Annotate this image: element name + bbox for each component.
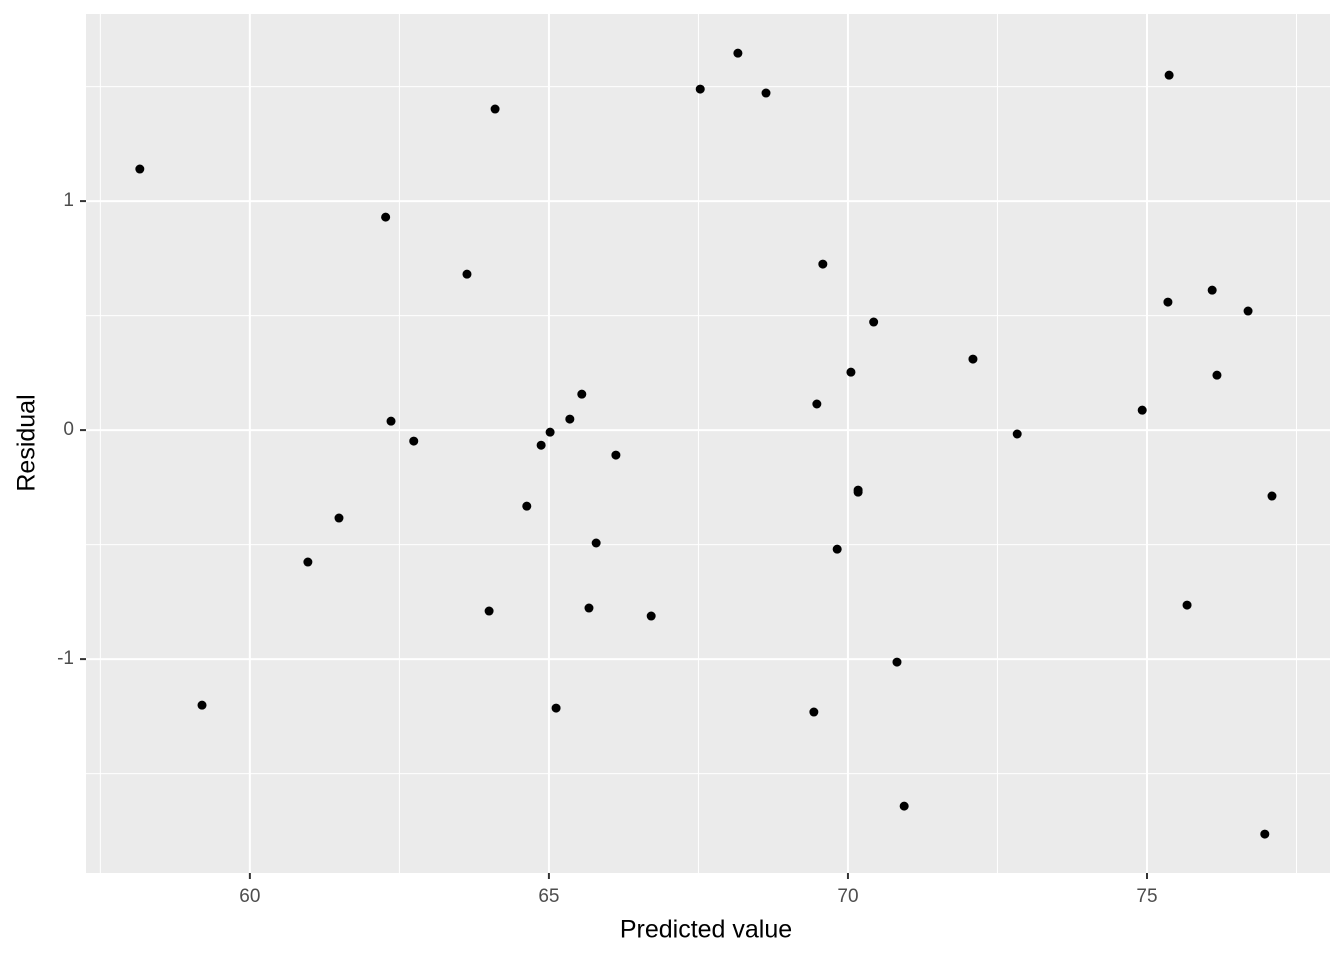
x-tick-label: 75 xyxy=(1136,886,1157,907)
point xyxy=(812,399,822,409)
point xyxy=(846,367,856,377)
point xyxy=(646,611,656,621)
point xyxy=(303,557,313,567)
point xyxy=(545,427,555,437)
point xyxy=(1212,370,1222,380)
point xyxy=(899,801,909,811)
point xyxy=(611,450,621,460)
point xyxy=(892,657,902,667)
point xyxy=(577,389,587,399)
x-tick-label: 70 xyxy=(837,886,858,907)
point xyxy=(853,487,863,497)
y-tick-label: -1 xyxy=(57,648,74,669)
x-tick-label: 65 xyxy=(538,886,559,907)
y-tick-label: 1 xyxy=(63,190,74,211)
point xyxy=(484,606,494,616)
point xyxy=(695,84,705,94)
point xyxy=(584,603,594,613)
x-tick-label: 60 xyxy=(239,886,260,907)
point xyxy=(733,48,743,58)
point xyxy=(968,354,978,364)
point xyxy=(409,436,419,446)
x-axis-title: Predicted value xyxy=(620,916,792,944)
point xyxy=(869,317,879,327)
point xyxy=(818,259,828,269)
point xyxy=(1163,297,1173,307)
point xyxy=(591,538,601,548)
point xyxy=(1207,285,1217,295)
point xyxy=(1260,829,1270,839)
point xyxy=(1243,306,1253,316)
point xyxy=(1137,405,1147,415)
point xyxy=(565,414,575,424)
point xyxy=(490,104,500,114)
point xyxy=(1182,600,1192,610)
point xyxy=(1267,491,1277,501)
point xyxy=(386,416,396,426)
point xyxy=(522,501,532,511)
point xyxy=(832,544,842,554)
point xyxy=(462,269,472,279)
point xyxy=(761,88,771,98)
point xyxy=(809,707,819,717)
panel xyxy=(86,14,1330,873)
point xyxy=(1012,429,1022,439)
point xyxy=(381,212,391,222)
point xyxy=(334,513,344,523)
point xyxy=(551,703,561,713)
point xyxy=(197,700,207,710)
point xyxy=(135,164,145,174)
point xyxy=(1164,70,1174,80)
point xyxy=(536,440,546,450)
y-tick-label: 0 xyxy=(63,419,74,440)
y-axis-title: Residual xyxy=(13,394,41,491)
